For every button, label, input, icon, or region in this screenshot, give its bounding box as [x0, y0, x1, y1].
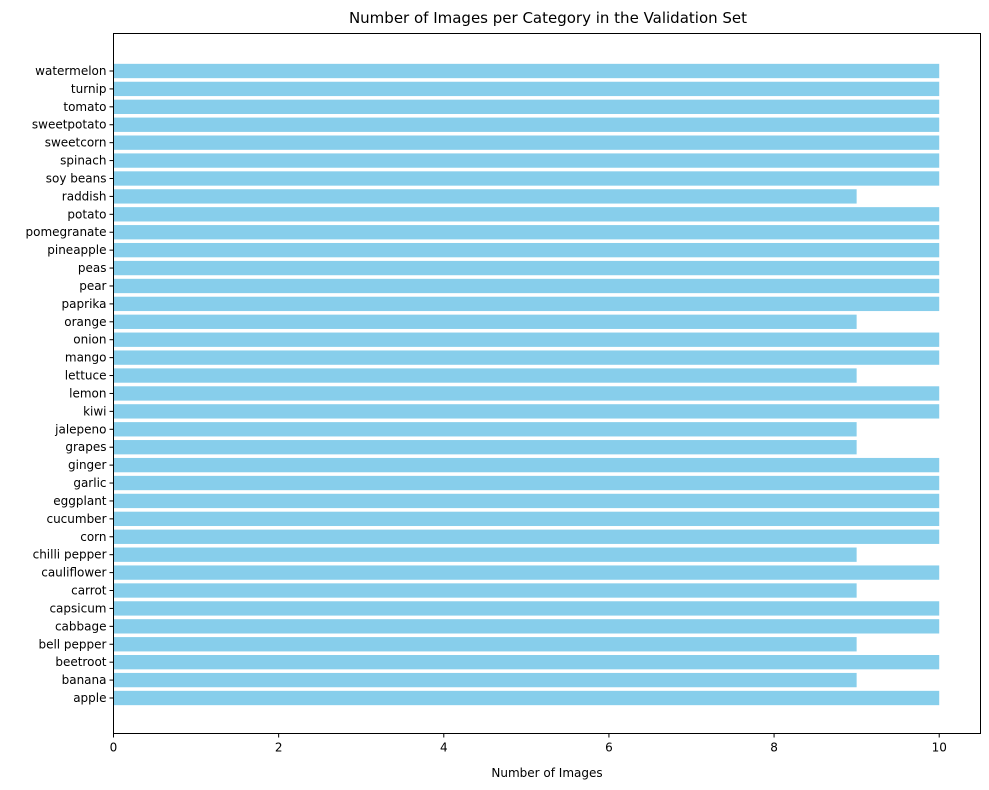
x-tick-label-10: 10 [932, 741, 947, 755]
bar-jalepeno [113, 422, 857, 437]
y-tick-label-paprika: paprika [62, 297, 107, 311]
bar-paprika [113, 296, 940, 312]
y-tick-label-sweetpotato: sweetpotato [32, 118, 107, 132]
bar-banana [113, 672, 857, 688]
y-tick-label-ginger: ginger [68, 458, 107, 472]
bar-pineapple [113, 242, 940, 258]
bar-tomato [113, 99, 940, 114]
bar-lettuce [113, 368, 857, 383]
bar-mango [113, 350, 940, 365]
bar-corn [113, 529, 940, 544]
y-tick-label-bell-pepper: bell pepper [38, 637, 106, 651]
x-tick-label-0: 0 [110, 741, 118, 755]
bar-lemon [113, 386, 940, 401]
bar-turnip [113, 81, 940, 97]
y-tick-label-soy-beans: soy beans [46, 171, 107, 185]
y-tick-label-cauliflower: cauliflower [41, 566, 106, 580]
bar-garlic [113, 475, 940, 491]
bar-onion [113, 332, 940, 347]
bar-eggplant [113, 493, 940, 509]
y-tick-label-kiwi: kiwi [83, 404, 106, 418]
y-tick-label-eggplant: eggplant [53, 494, 107, 508]
y-tick-label-pineapple: pineapple [47, 243, 106, 257]
bar-watermelon [113, 63, 940, 79]
y-tick-label-turnip: turnip [71, 82, 107, 96]
y-tick-label-onion: onion [73, 333, 106, 347]
bar-sweetpotato [113, 117, 940, 132]
bar-cucumber [113, 511, 940, 527]
bar-sweetcorn [113, 135, 940, 150]
y-tick-label-apple: apple [73, 691, 106, 705]
y-tick-label-pomegranate: pomegranate [26, 225, 107, 239]
y-tick-label-lemon: lemon [69, 386, 106, 400]
y-tick-label-cabbage: cabbage [55, 619, 107, 633]
chart-title: Number of Images per Category in the Val… [349, 9, 747, 27]
bar-raddish [113, 189, 857, 204]
y-axis-ticks: apple banana beetroot bell pepper cabbage cap… [26, 64, 114, 705]
plot-frame [113, 33, 981, 734]
bar-apple [113, 690, 940, 706]
y-tick-label-lettuce: lettuce [65, 369, 107, 383]
x-tick-label-4: 4 [440, 741, 448, 755]
y-tick-label-banana: banana [62, 673, 107, 687]
bar-soy-beans [113, 171, 940, 186]
y-tick-label-capsicum: capsicum [49, 601, 106, 615]
y-tick-label-carrot: carrot [71, 584, 107, 598]
bar-carrot [113, 583, 857, 598]
bar-beetroot [113, 655, 940, 670]
bar-chilli-pepper [113, 547, 857, 562]
y-tick-label-raddish: raddish [62, 189, 107, 203]
x-tick-label-6: 6 [605, 741, 613, 755]
y-tick-label-jalepeno: jalepeno [54, 422, 106, 436]
bar-pomegranate [113, 225, 940, 240]
y-tick-label-mango: mango [65, 351, 107, 365]
bar-kiwi [113, 404, 940, 419]
y-tick-label-grapes: grapes [65, 440, 106, 454]
bar-peas [113, 260, 940, 276]
x-axis-ticks: 0 2 4 6 8 10 [110, 733, 947, 755]
y-tick-label-spinach: spinach [60, 154, 106, 168]
bars-group [113, 63, 940, 706]
bar-spinach [113, 153, 940, 168]
y-tick-label-chilli-pepper: chilli pepper [33, 548, 107, 562]
bar-ginger [113, 457, 940, 473]
x-tick-label-2: 2 [275, 741, 283, 755]
y-tick-label-garlic: garlic [73, 476, 106, 490]
y-tick-label-sweetcorn: sweetcorn [45, 136, 107, 150]
bar-pear [113, 278, 940, 294]
bar-capsicum [113, 601, 940, 616]
bar-potato [113, 207, 940, 222]
bar-orange [113, 314, 857, 329]
y-tick-label-tomato: tomato [63, 100, 106, 114]
bar-grapes [113, 440, 857, 455]
x-axis-label: Number of Images [491, 766, 602, 780]
y-tick-label-pear: pear [79, 279, 106, 293]
y-tick-label-beetroot: beetroot [55, 655, 106, 669]
y-tick-label-corn: corn [80, 530, 106, 544]
x-tick-label-8: 8 [770, 741, 778, 755]
bar-bell-pepper [113, 637, 857, 652]
bar-cauliflower [113, 565, 940, 580]
bar-cabbage [113, 619, 940, 634]
y-tick-label-cucumber: cucumber [46, 512, 106, 526]
y-tick-label-peas: peas [78, 261, 107, 275]
y-tick-label-watermelon: watermelon [35, 64, 106, 78]
y-tick-label-orange: orange [64, 315, 106, 329]
y-tick-label-potato: potato [67, 207, 106, 221]
